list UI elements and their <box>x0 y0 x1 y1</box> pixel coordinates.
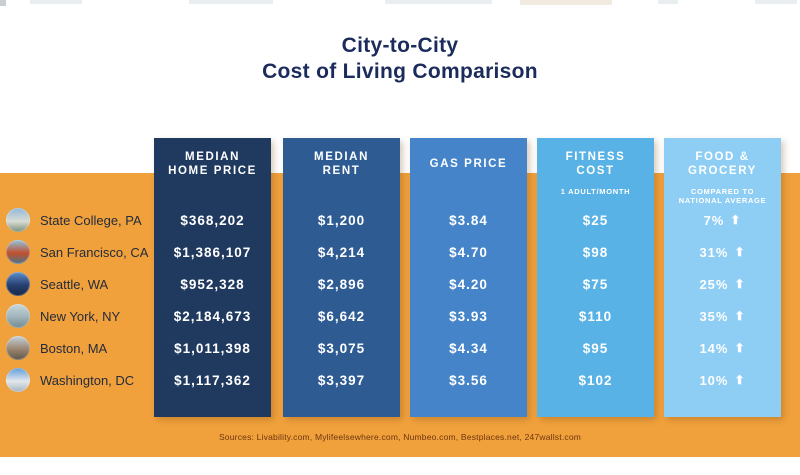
column-header-line1: FOOD & <box>695 151 750 163</box>
column-header-line1: FITNESS <box>565 151 626 163</box>
column-header: FITNESS COST <box>537 138 654 190</box>
golden-gate-bridge-photo-icon <box>6 240 30 264</box>
up-arrow-icon: ⬆ <box>734 373 746 387</box>
up-arrow-icon: ⬆ <box>734 309 746 323</box>
column-median-rent: MEDIAN RENT $1,200 $4,214 $2,896 $6,642 … <box>283 138 400 417</box>
value-cell: $3.84 <box>449 212 488 228</box>
city-label: Seattle, WA <box>40 276 109 292</box>
city-row: San Francisco, CA <box>6 236 148 268</box>
column-header-line1: GAS PRICE <box>429 158 508 170</box>
column-subtitle: COMPARED TO NATIONAL AVERAGE <box>678 187 767 205</box>
column-subtitle: 1 ADULT/MONTH <box>560 187 631 196</box>
city-list: State College, PA San Francisco, CA Seat… <box>0 138 154 417</box>
value-cell: $3,075 <box>317 340 366 356</box>
cropped-toolbar-artifact <box>520 0 612 5</box>
cropped-toolbar-artifact <box>755 0 797 4</box>
state-college-photo-icon <box>6 208 30 232</box>
column-header: MEDIAN RENT <box>283 138 400 190</box>
value-cell: $2,896 <box>317 276 366 292</box>
column-header-line2: HOME PRICE <box>168 165 257 177</box>
cropped-toolbar-artifact <box>385 0 492 4</box>
value-cell: $952,328 <box>180 276 245 292</box>
value-cell: $1,200 <box>317 212 366 228</box>
value-cell: 31% ⬆ <box>699 244 746 260</box>
statue-of-liberty-photo-icon <box>6 304 30 328</box>
sources-line: Sources: Livability.com, Mylifeelsewhere… <box>218 432 582 442</box>
boston-skyline-photo-icon <box>6 336 30 360</box>
column-food-grocery: FOOD & GROCERY COMPARED TO NATIONAL AVER… <box>664 138 781 417</box>
column-header-line1: MEDIAN <box>185 151 240 163</box>
column-header: FOOD & GROCERY <box>664 138 781 190</box>
city-label: State College, PA <box>40 212 142 228</box>
value-cell: 14% ⬆ <box>699 340 746 356</box>
column-gas-price: GAS PRICE $3.84 $4.70 $4.20 $3.93 $4.34 … <box>410 138 527 417</box>
value-cell: 10% ⬆ <box>699 372 746 388</box>
city-label: Boston, MA <box>40 340 108 356</box>
city-row: Boston, MA <box>6 332 107 364</box>
page-title-line1: City-to-City <box>341 34 459 57</box>
up-arrow-icon: ⬆ <box>730 213 742 227</box>
value-cell: $4.34 <box>449 340 488 356</box>
column-header-line2: RENT <box>322 165 361 177</box>
value-cell: $102 <box>578 372 613 388</box>
up-arrow-icon: ⬆ <box>734 277 746 291</box>
value-cell: $3.56 <box>449 372 488 388</box>
city-row: State College, PA <box>6 204 142 236</box>
city-label: San Francisco, CA <box>40 244 149 260</box>
value-cell: $1,386,107 <box>173 244 252 260</box>
column-header: GAS PRICE <box>410 138 527 190</box>
city-row: Washington, DC <box>6 364 134 396</box>
column-fitness-cost: FITNESS COST 1 ADULT/MONTH $25 $98 $75 $… <box>537 138 654 417</box>
value-cell: $2,184,673 <box>173 308 252 324</box>
value-cell: $4.20 <box>449 276 488 292</box>
value-cell: $3,397 <box>317 372 366 388</box>
column-header: MEDIAN HOME PRICE <box>154 138 271 190</box>
cropped-toolbar-artifact <box>189 0 273 4</box>
value-cell: $368,202 <box>180 212 245 228</box>
city-row: Seattle, WA <box>6 268 108 300</box>
column-header-line2: COST <box>576 165 615 177</box>
value-cell: 7% ⬆ <box>703 212 742 228</box>
value-cell: $1,011,398 <box>174 340 251 356</box>
value-cell: $95 <box>582 340 609 356</box>
up-arrow-icon: ⬆ <box>734 341 746 355</box>
value-cell: $98 <box>582 244 609 260</box>
column-median-home-price: MEDIAN HOME PRICE $368,202 $1,386,107 $9… <box>154 138 271 417</box>
value-cell: $4.70 <box>449 244 488 260</box>
value-cell: $3.93 <box>449 308 488 324</box>
cropped-toolbar-artifact <box>30 0 82 4</box>
page-title-line2: Cost of Living Comparison <box>262 60 538 83</box>
page-title: City-to-City Cost of Living Comparison <box>0 33 800 85</box>
value-cell: $75 <box>582 276 609 292</box>
value-cell: $25 <box>582 212 609 228</box>
city-row: New York, NY <box>6 300 120 332</box>
value-cell: 25% ⬆ <box>699 276 746 292</box>
up-arrow-icon: ⬆ <box>734 245 746 259</box>
value-cell: $6,642 <box>317 308 366 324</box>
space-needle-photo-icon <box>6 272 30 296</box>
cropped-toolbar-artifact <box>0 0 6 6</box>
capitol-photo-icon <box>6 368 30 392</box>
column-header-line2: GROCERY <box>688 165 757 177</box>
city-label: New York, NY <box>40 308 121 324</box>
city-label: Washington, DC <box>40 372 135 388</box>
cropped-toolbar-artifact <box>658 0 678 4</box>
value-cell: $4,214 <box>317 244 366 260</box>
value-cell: $1,117,362 <box>174 372 251 388</box>
value-cell: $110 <box>578 308 613 324</box>
column-header-line1: MEDIAN <box>314 151 369 163</box>
value-cell: 35% ⬆ <box>699 308 746 324</box>
